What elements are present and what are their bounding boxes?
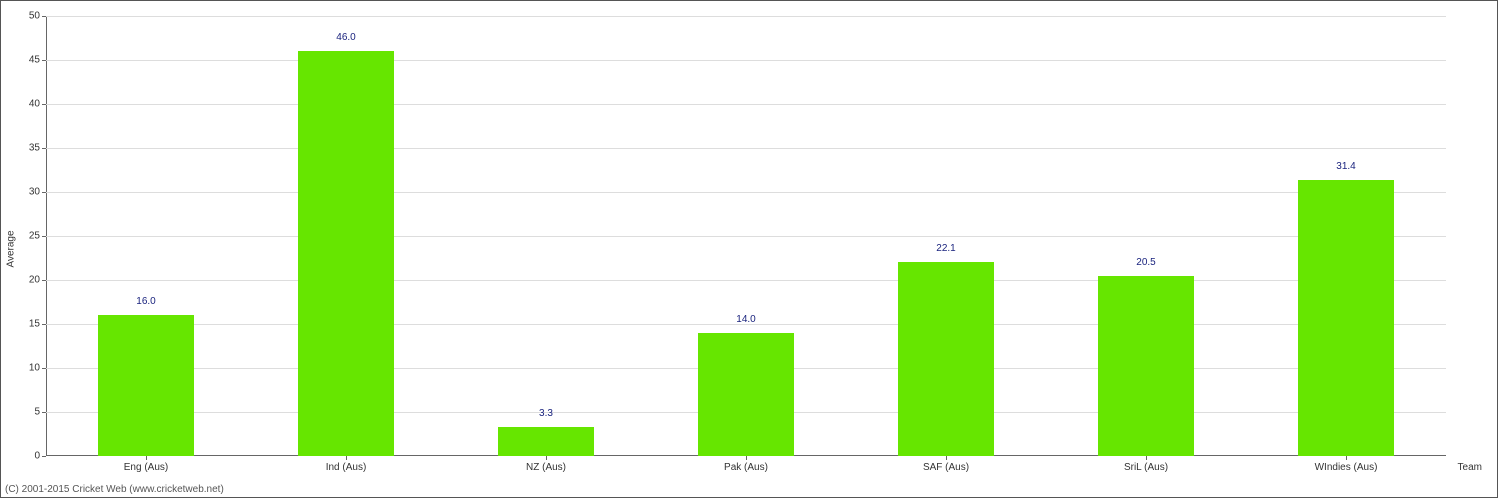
xtick-label: Eng (Aus)	[124, 462, 168, 473]
xtick-mark	[746, 456, 747, 460]
xtick-label: SAF (Aus)	[923, 462, 969, 473]
ytick-mark	[42, 236, 46, 237]
xtick-label: Pak (Aus)	[724, 462, 768, 473]
xtick-mark	[346, 456, 347, 460]
bar-value-label: 3.3	[539, 408, 553, 419]
gridline	[46, 148, 1446, 149]
ytick-mark	[42, 148, 46, 149]
copyright-text: (C) 2001-2015 Cricket Web (www.cricketwe…	[5, 484, 224, 495]
bar	[1098, 276, 1194, 456]
ytick-mark	[42, 16, 46, 17]
gridline	[46, 280, 1446, 281]
ytick-mark	[42, 192, 46, 193]
y-axis-label: Average	[6, 230, 17, 267]
bar-value-label: 31.4	[1336, 161, 1355, 172]
ytick-mark	[42, 368, 46, 369]
ytick-label: 50	[29, 11, 40, 22]
x-axis-label: Team	[1458, 462, 1482, 473]
bar	[298, 51, 394, 456]
gridline	[46, 236, 1446, 237]
ytick-mark	[42, 280, 46, 281]
ytick-label: 30	[29, 187, 40, 198]
ytick-label: 10	[29, 363, 40, 374]
ytick-mark	[42, 324, 46, 325]
ytick-label: 35	[29, 143, 40, 154]
ytick-mark	[42, 456, 46, 457]
chart-frame: Average Team 0510152025303540455016.0Eng…	[0, 0, 1498, 498]
xtick-label: SriL (Aus)	[1124, 462, 1168, 473]
bar	[698, 333, 794, 456]
gridline	[46, 104, 1446, 105]
bar	[98, 315, 194, 456]
ytick-mark	[42, 60, 46, 61]
bar-value-label: 16.0	[136, 296, 155, 307]
ytick-label: 0	[34, 451, 40, 462]
xtick-mark	[146, 456, 147, 460]
bar	[1298, 180, 1394, 456]
ytick-mark	[42, 104, 46, 105]
gridline	[46, 60, 1446, 61]
xtick-mark	[1346, 456, 1347, 460]
xtick-label: Ind (Aus)	[326, 462, 367, 473]
bar	[898, 262, 994, 456]
ytick-label: 45	[29, 55, 40, 66]
bar	[498, 427, 594, 456]
plot-area: 0510152025303540455016.0Eng (Aus)46.0Ind…	[46, 16, 1446, 456]
ytick-label: 25	[29, 231, 40, 242]
bar-value-label: 22.1	[936, 243, 955, 254]
bar-value-label: 46.0	[336, 32, 355, 43]
bar-value-label: 14.0	[736, 314, 755, 325]
xtick-mark	[1146, 456, 1147, 460]
ytick-label: 15	[29, 319, 40, 330]
xtick-mark	[546, 456, 547, 460]
bar-value-label: 20.5	[1136, 257, 1155, 268]
xtick-label: WIndies (Aus)	[1315, 462, 1378, 473]
xtick-mark	[946, 456, 947, 460]
ytick-label: 40	[29, 99, 40, 110]
gridline	[46, 16, 1446, 17]
gridline	[46, 192, 1446, 193]
ytick-mark	[42, 412, 46, 413]
ytick-label: 20	[29, 275, 40, 286]
xtick-label: NZ (Aus)	[526, 462, 566, 473]
ytick-label: 5	[34, 407, 40, 418]
